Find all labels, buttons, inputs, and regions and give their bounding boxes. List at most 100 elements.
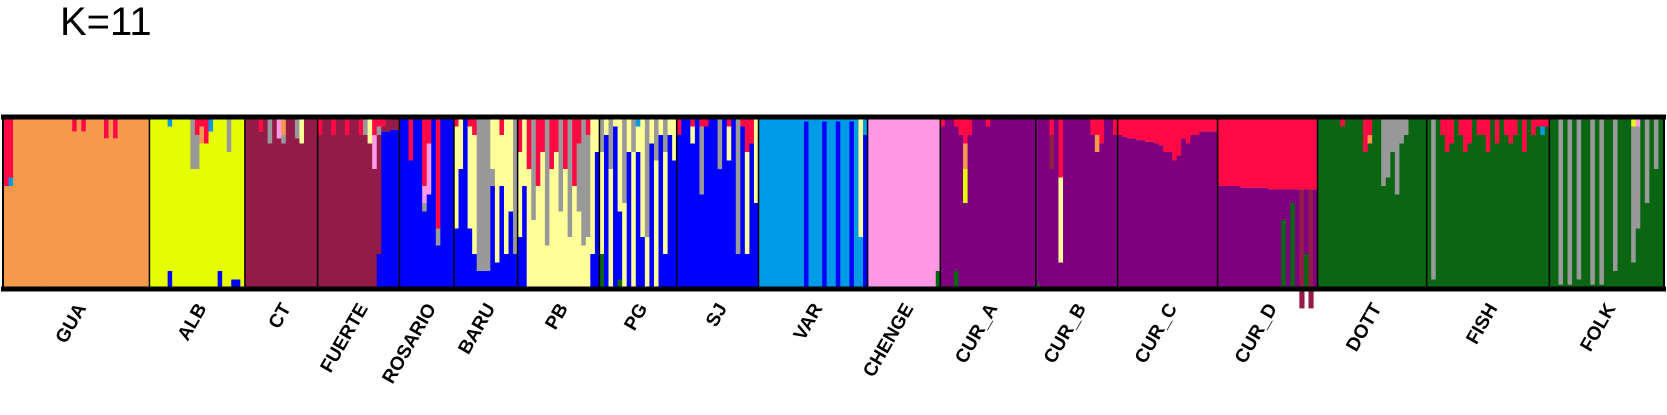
bar-segment-ALB-9-grey: [190, 118, 196, 169]
bar-segment-CUR_D-1-red: [1222, 118, 1228, 186]
bar-segment-VAR-14-skyblue: [822, 118, 828, 122]
bar-segment-FISH-1-green: [1431, 279, 1437, 288]
bar-segment-SJ-9-grey: [717, 118, 723, 169]
population-label-FISH: FISH: [1463, 300, 1503, 348]
bar-segment-BARU-7-blue: [485, 271, 491, 288]
bar-segment-GUA-1-skyblue: [8, 177, 14, 186]
bar-segment-VAR-14-blue: [822, 121, 828, 289]
bar-segment-PB-7-cream: [549, 169, 555, 288]
bar-segment-GUA-22-red: [103, 118, 110, 139]
bar-segment-BARU-5-blue: [476, 271, 482, 288]
bar-segment-ALB-5-yellow: [172, 118, 178, 288]
bar-segment-CT-7-pink: [276, 118, 282, 139]
bar-segment-FUERTE-4-maroon: [335, 118, 341, 288]
bar-segment-BARU-12-blue: [508, 211, 514, 288]
bar-segment-CUR_B-3-maroon: [1049, 135, 1055, 169]
bar-segment-ALB-11-red: [199, 118, 205, 127]
bar-segment-DOTT-19-green: [1403, 135, 1410, 288]
bar-segment-PB-10-cream: [563, 169, 569, 288]
bar-segment-CUR_C-12-purple: [1172, 160, 1178, 288]
bar-segment-GUA-2-orange: [13, 118, 19, 288]
bar-segment-FUERTE-13-grey: [376, 126, 382, 135]
bar-segment-CUR_A-1-purple: [944, 118, 951, 288]
bar-segment-ALB-10-red: [194, 118, 201, 135]
bar-segment-CUR_D-5-red: [1240, 118, 1246, 188]
bar-segment-CUR_B-16-purple: [1108, 118, 1114, 288]
bar-segment-FOLK-4-green: [1567, 284, 1573, 288]
bar-segment-FOLK-5-green: [1572, 118, 1578, 288]
bar-segment-FISH-14-green: [1490, 118, 1496, 288]
bar-segment-PG-2-grey: [608, 118, 614, 169]
population-label-PG: PG: [620, 300, 652, 334]
bar-segment-FISH-18-red: [1508, 118, 1514, 144]
bar-segment-CUR_A-2-purple: [949, 118, 955, 288]
bar-segment-CUR_C-7-red: [1149, 118, 1155, 142]
bar-segment-FOLK-18-yellow: [1631, 118, 1637, 127]
bar-segment-CUR_B-8-purple: [1072, 118, 1078, 288]
bar-segment-CT-15-maroon: [313, 118, 319, 288]
bar-segment-FISH-8-green: [1463, 152, 1469, 288]
bar-segment-CUR_B-17-purple: [1113, 135, 1119, 288]
bar-segment-FOLK-21-green: [1644, 203, 1650, 288]
bar-segment-GUA-0-red: [4, 118, 10, 186]
bar-segment-PG-6-blue: [626, 152, 632, 288]
bar-segment-PG-8-cream: [635, 126, 641, 152]
bar-segment-FISH-12-green: [1481, 135, 1487, 288]
bar-segment-CHENGE-3-pink: [881, 118, 887, 288]
bar-segment-CUR_C-9-red: [1158, 118, 1164, 146]
bar-segment-CUR_C-3-purple: [1131, 138, 1137, 288]
bar-segment-CHENGE-5-pink: [890, 118, 896, 288]
bar-segment-CUR_D-11-red: [1267, 118, 1273, 190]
bar-segment-ALB-1-yellow: [153, 118, 160, 288]
bar-segment-FUERTE-9-maroon: [358, 135, 364, 288]
bar-segment-FISH-23-green: [1531, 135, 1537, 288]
bar-segment-FISH-20-green: [1517, 118, 1523, 288]
bar-segment-FUERTE-14-blue: [381, 131, 387, 288]
bar-segment-CT-0-maroon: [244, 118, 251, 288]
population-label-FOLK: FOLK: [1576, 300, 1620, 356]
bar-segment-FUERTE-14-red: [381, 118, 387, 127]
bar-segment-FISH-3-red: [1440, 118, 1446, 135]
bar-segment-CUR_C-1-purple: [1122, 136, 1128, 288]
bar-segment-ALB-20-yellow: [240, 118, 246, 288]
bar-segment-CUR_C-8-purple: [1153, 143, 1160, 288]
bar-segment-GUA-8-orange: [40, 118, 46, 288]
bar-segment-CUR_B-4-purple: [1053, 118, 1060, 288]
bar-segment-CUR_B-9-purple: [1076, 118, 1082, 288]
bar-segment-SJ-13-grey: [735, 118, 741, 254]
bar-segment-FUERTE-11-maroon: [367, 143, 373, 288]
bar-segment-CUR_A-11-purple: [990, 118, 996, 288]
bar-segment-FOLK-12-green: [1603, 118, 1610, 288]
bar-segment-PB-13-grey: [576, 143, 582, 212]
bar-segment-CUR_D-12-purple: [1272, 189, 1278, 288]
bar-segment-CUR_D-4-purple: [1235, 186, 1241, 288]
bar-segment-BARU-4-cream: [472, 135, 478, 254]
bar-segment-CHENGE-4-pink: [885, 118, 891, 288]
bar-segment-FOLK-2-grey: [1558, 118, 1564, 285]
bar-segment-FUERTE-16-maroon: [390, 118, 396, 130]
bar-segment-GUA-24-orange: [113, 138, 119, 288]
bar-segment-CUR_D-12-red: [1272, 118, 1278, 190]
bar-segment-CUR_D-2-red: [1226, 118, 1232, 186]
bar-segment-GUA-11-orange: [54, 118, 60, 288]
bar-segment-CUR_C-14-purple: [1181, 138, 1187, 288]
bar-segment-PG-7-grey: [631, 118, 637, 152]
bar-segment-GUA-12-orange: [58, 118, 64, 288]
bar-segment-DOTT-5-red: [1340, 118, 1346, 127]
bar-segment-FISH-5-red: [1449, 118, 1455, 144]
bar-segment-FISH-17-red: [1503, 118, 1510, 135]
bar-segment-PG-8-skyblue: [635, 118, 641, 127]
bar-segment-CUR_D-16-red: [1290, 118, 1296, 190]
bar-segment-FUERTE-7-maroon: [349, 118, 355, 288]
bar-segment-PG-6-cream: [626, 118, 632, 152]
bar-segment-ALB-10-yellow: [194, 169, 201, 288]
bar-segment-PG-16-blue: [672, 160, 678, 288]
bar-segment-PB-4-red: [535, 118, 541, 186]
bar-segment-CHENGE-15-green: [935, 271, 941, 288]
bar-segment-SJ-11-cream: [726, 126, 732, 161]
bar-segment-FOLK-9-green: [1590, 284, 1596, 288]
bar-segment-FOLK-23-green: [1653, 169, 1660, 288]
bar-segment-VAR-0-skyblue: [758, 118, 764, 288]
bar-segment-ALB-17-grey: [226, 118, 232, 152]
bar-segment-CUR_A-5-orange: [963, 143, 969, 169]
